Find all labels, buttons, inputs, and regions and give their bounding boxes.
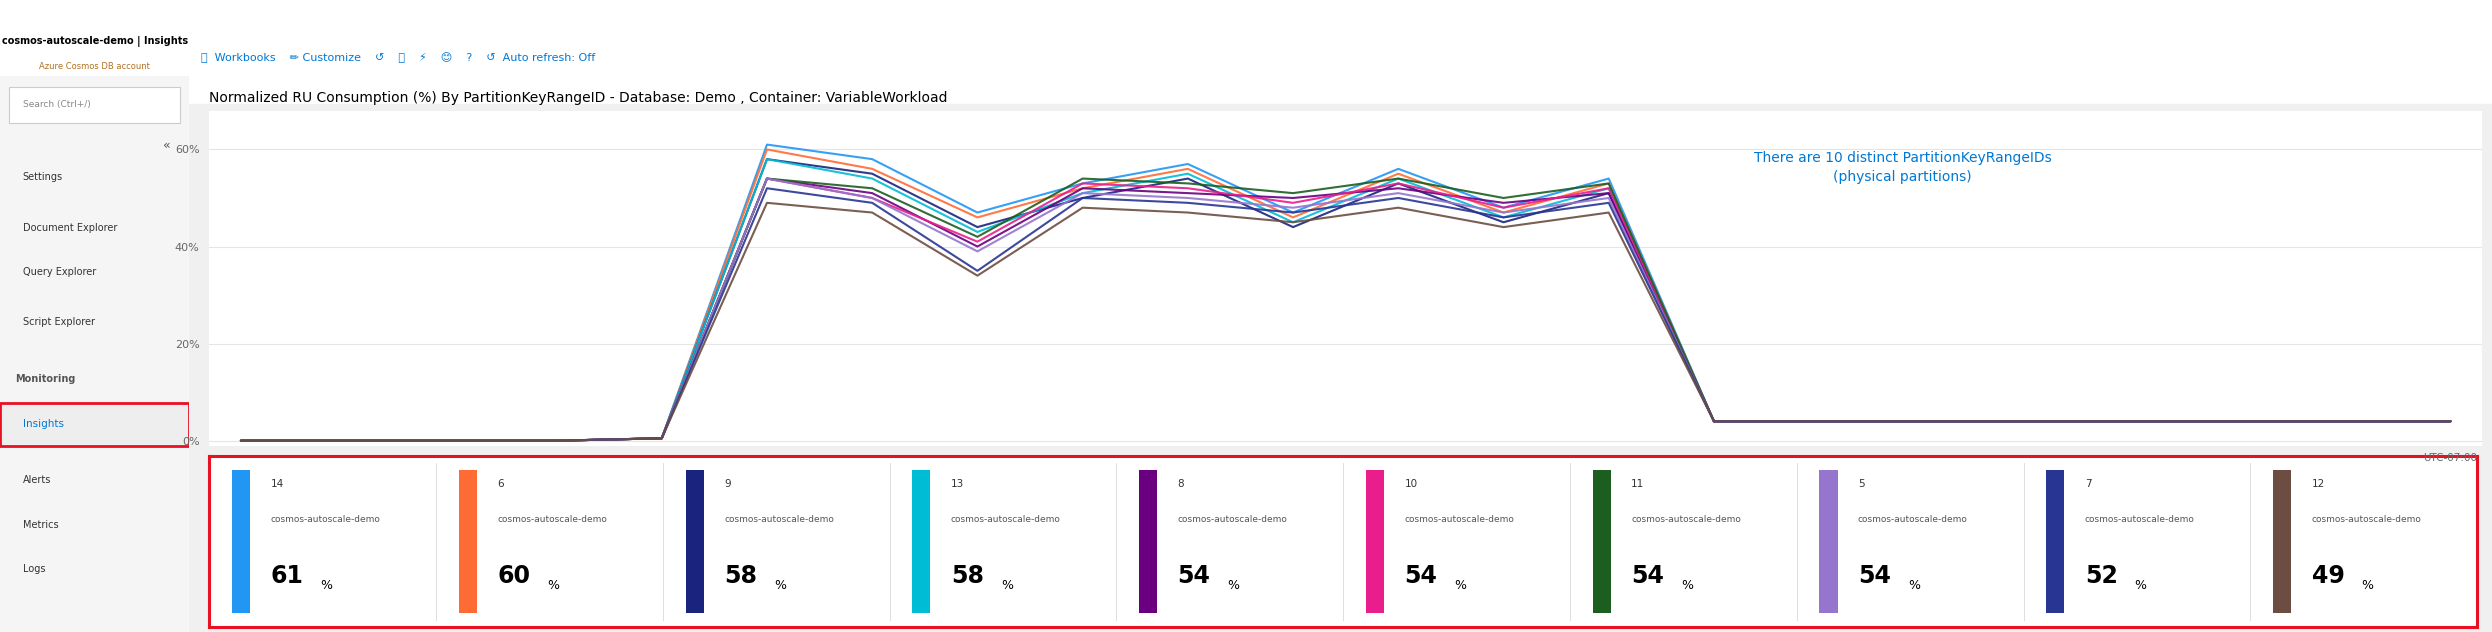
Text: cosmos-autoscale-demo: cosmos-autoscale-demo xyxy=(952,515,1062,524)
Text: 10: 10 xyxy=(1405,478,1418,489)
FancyBboxPatch shape xyxy=(0,403,189,446)
Text: 8: 8 xyxy=(1179,478,1184,489)
FancyBboxPatch shape xyxy=(685,470,703,613)
Text: %: % xyxy=(775,580,785,592)
Text: Search (Ctrl+/): Search (Ctrl+/) xyxy=(22,100,90,109)
Text: Document Explorer: Document Explorer xyxy=(22,222,117,233)
Text: %: % xyxy=(321,580,331,592)
FancyBboxPatch shape xyxy=(1592,470,1610,613)
Text: UTC-07:00: UTC-07:00 xyxy=(2422,453,2477,463)
Text: 📒  Workbooks    ✏ Customize    ↺    🔔    ⚡    😊    ?    ↺  Auto refresh: Off: 📒 Workbooks ✏ Customize ↺ 🔔 ⚡ 😊 ? ↺ Auto… xyxy=(202,52,596,63)
Text: cosmos-autoscale-demo: cosmos-autoscale-demo xyxy=(725,515,835,524)
Text: %: % xyxy=(2136,580,2146,592)
FancyBboxPatch shape xyxy=(10,87,179,123)
Text: 58: 58 xyxy=(725,564,758,588)
Text: 61: 61 xyxy=(272,564,304,588)
Text: Insights: Insights xyxy=(22,419,65,429)
FancyBboxPatch shape xyxy=(912,470,930,613)
Text: cosmos-autoscale-demo: cosmos-autoscale-demo xyxy=(2086,515,2195,524)
Text: cosmos-autoscale-demo: cosmos-autoscale-demo xyxy=(498,515,608,524)
Text: Azure Cosmos DB account: Azure Cosmos DB account xyxy=(40,62,150,71)
Text: cosmos-autoscale-demo: cosmos-autoscale-demo xyxy=(1632,515,1742,524)
Text: cosmos-autoscale-demo: cosmos-autoscale-demo xyxy=(1859,515,1969,524)
FancyBboxPatch shape xyxy=(1819,470,1837,613)
Text: %: % xyxy=(1455,580,1465,592)
Text: cosmos-autoscale-demo | Insights: cosmos-autoscale-demo | Insights xyxy=(2,35,187,47)
Text: Settings: Settings xyxy=(22,172,62,182)
Text: There are 10 distinct PartitionKeyRangeIDs
(physical partitions): There are 10 distinct PartitionKeyRangeI… xyxy=(1754,151,2051,185)
Text: %: % xyxy=(1909,580,1919,592)
Text: Monitoring: Monitoring xyxy=(15,374,75,384)
Text: %: % xyxy=(1229,580,1239,592)
Text: cosmos-autoscale-demo: cosmos-autoscale-demo xyxy=(272,515,381,524)
Text: Logs: Logs xyxy=(22,564,45,574)
FancyBboxPatch shape xyxy=(1366,470,1383,613)
Text: 52: 52 xyxy=(2086,564,2118,588)
Text: 12: 12 xyxy=(2313,478,2325,489)
Text: cosmos-autoscale-demo: cosmos-autoscale-demo xyxy=(1405,515,1515,524)
FancyBboxPatch shape xyxy=(0,0,189,76)
Text: Normalized RU Consumption (%) By PartitionKeyRangeID - Database: Demo , Containe: Normalized RU Consumption (%) By Partiti… xyxy=(209,91,947,106)
Text: 49: 49 xyxy=(2313,564,2345,588)
Text: 60: 60 xyxy=(498,564,531,588)
Text: 9: 9 xyxy=(725,478,730,489)
Text: 54: 54 xyxy=(1859,564,1891,588)
Text: 7: 7 xyxy=(2086,478,2091,489)
Text: Metrics: Metrics xyxy=(22,520,57,530)
Text: 14: 14 xyxy=(272,478,284,489)
Text: %: % xyxy=(2362,580,2372,592)
Text: Alerts: Alerts xyxy=(22,475,52,485)
FancyBboxPatch shape xyxy=(459,470,476,613)
Text: 54: 54 xyxy=(1405,564,1438,588)
Text: «: « xyxy=(162,139,169,152)
FancyBboxPatch shape xyxy=(2273,470,2290,613)
FancyBboxPatch shape xyxy=(1139,470,1156,613)
Text: 13: 13 xyxy=(952,478,964,489)
Text: %: % xyxy=(548,580,558,592)
Text: 58: 58 xyxy=(952,564,984,588)
Text: 54: 54 xyxy=(1179,564,1211,588)
FancyBboxPatch shape xyxy=(2046,470,2063,613)
FancyBboxPatch shape xyxy=(232,470,249,613)
Text: cosmos-autoscale-demo: cosmos-autoscale-demo xyxy=(1179,515,1288,524)
Text: %: % xyxy=(1682,580,1692,592)
Text: 54: 54 xyxy=(1632,564,1665,588)
Text: Query Explorer: Query Explorer xyxy=(22,267,97,277)
Text: Script Explorer: Script Explorer xyxy=(22,317,95,327)
Text: 6: 6 xyxy=(498,478,503,489)
Text: cosmos-autoscale-demo: cosmos-autoscale-demo xyxy=(2313,515,2422,524)
Text: %: % xyxy=(1002,580,1012,592)
Text: 5: 5 xyxy=(1859,478,1864,489)
Text: 11: 11 xyxy=(1632,478,1645,489)
